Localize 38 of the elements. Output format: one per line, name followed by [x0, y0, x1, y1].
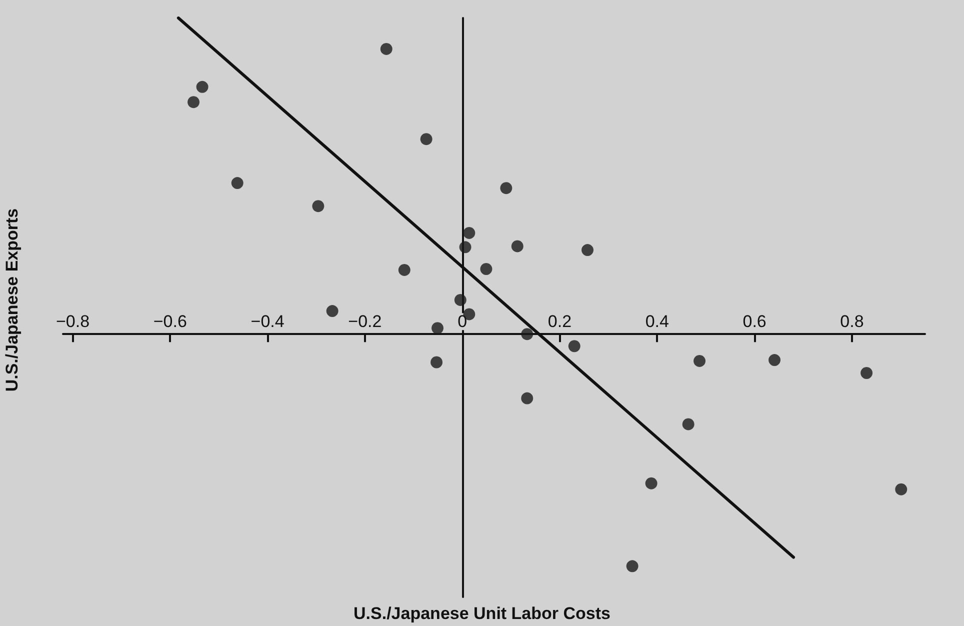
point [231, 177, 244, 190]
x-tick-label: 0.2 [548, 312, 572, 332]
point [326, 305, 338, 318]
point [430, 356, 443, 368]
point [895, 483, 908, 496]
x-tick-label: 0.8 [840, 312, 864, 332]
point [568, 340, 580, 352]
point [521, 328, 534, 340]
point [196, 80, 208, 93]
y-axis-title: U.S./Japanese Exports [2, 208, 22, 392]
point [860, 367, 873, 379]
point [500, 182, 512, 194]
point [188, 96, 200, 108]
point [459, 241, 472, 254]
x-tick-label: −0.4 [250, 312, 284, 332]
point [420, 133, 432, 146]
point [480, 262, 492, 275]
point [463, 226, 476, 239]
point [511, 240, 524, 252]
x-tick-label: 0.6 [742, 312, 766, 332]
x-tick-label: −0.2 [348, 312, 382, 332]
x-tick-label: −0.6 [153, 312, 187, 332]
point [398, 264, 410, 276]
point [312, 200, 324, 212]
point [432, 322, 444, 334]
point [645, 477, 658, 490]
point [454, 294, 466, 306]
point [521, 392, 534, 404]
x-tick-label: 0 [458, 312, 468, 332]
x-tick-label: −0.8 [56, 312, 90, 332]
point [626, 560, 638, 572]
point [380, 42, 392, 55]
x-tick-label: 0.4 [645, 312, 669, 332]
point [768, 354, 781, 366]
point [682, 418, 694, 430]
point [582, 244, 594, 256]
point [694, 354, 706, 367]
x-axis-title: U.S./Japanese Unit Labor Costs [354, 604, 610, 623]
